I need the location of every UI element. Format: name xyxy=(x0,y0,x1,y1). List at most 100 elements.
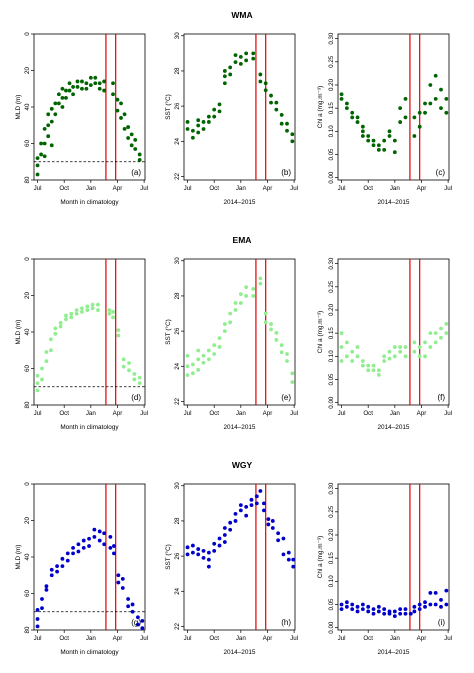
data-point xyxy=(412,340,417,345)
y-tick-label: 0.00 xyxy=(328,171,335,184)
data-point xyxy=(444,602,449,607)
x-tick-label: Jul xyxy=(338,185,346,192)
data-point xyxy=(244,51,249,56)
data-point xyxy=(251,56,256,61)
data-point xyxy=(439,597,443,602)
y-tick-label: 80 xyxy=(24,626,31,633)
data-point xyxy=(40,366,44,371)
data-point xyxy=(355,609,360,614)
data-point xyxy=(222,322,227,326)
y-tick-label: 40 xyxy=(24,553,31,560)
data-point xyxy=(206,564,211,569)
data-point xyxy=(190,362,195,367)
panel-d: Jul Oct Jan Apr Jul 0 20 40 60 80 MLD (m) Month in … xyxy=(15,257,148,431)
data-point xyxy=(137,152,142,157)
data-point xyxy=(350,607,355,612)
data-point xyxy=(392,345,397,349)
data-point xyxy=(53,331,58,336)
data-point xyxy=(111,81,115,86)
data-point xyxy=(355,120,360,124)
data-point xyxy=(360,607,365,612)
data-point xyxy=(49,567,54,572)
data-point xyxy=(249,503,254,508)
data-point xyxy=(42,126,47,131)
y-tick-label: 26 xyxy=(174,102,181,109)
plot-frame xyxy=(33,33,146,181)
x-tick-label: Oct xyxy=(209,185,219,192)
x-tick-label: Jul xyxy=(140,185,148,192)
y-tick-label: 0.10 xyxy=(328,125,335,138)
y-tick-label: 60 xyxy=(24,140,31,147)
data-point xyxy=(398,120,403,124)
y-tick-label: 20 xyxy=(24,67,31,74)
y-axis-label: MLD (m) xyxy=(15,545,22,570)
y-tick-label: 20 xyxy=(24,517,31,524)
data-point xyxy=(263,320,268,325)
data-point xyxy=(344,354,349,359)
data-point xyxy=(360,359,365,363)
y-tick-label: 0.00 xyxy=(328,621,335,634)
data-point xyxy=(344,600,349,605)
data-point xyxy=(35,172,40,177)
data-point xyxy=(238,62,243,66)
data-point xyxy=(228,527,233,532)
data-point xyxy=(196,118,201,123)
data-point xyxy=(382,607,387,612)
data-point xyxy=(270,519,275,523)
data-point xyxy=(417,124,422,129)
data-point xyxy=(35,156,40,161)
y-tick-label: 80 xyxy=(24,401,31,408)
data-point xyxy=(196,357,201,362)
data-point xyxy=(428,331,433,336)
y-tick-label: 80 xyxy=(24,176,31,183)
data-point xyxy=(111,315,115,320)
data-point xyxy=(350,602,355,607)
data-point xyxy=(233,308,238,312)
data-point xyxy=(65,551,70,556)
data-point xyxy=(286,557,291,562)
data-point xyxy=(75,85,80,89)
data-point xyxy=(40,377,44,382)
data-point xyxy=(392,614,397,618)
data-point xyxy=(269,327,273,332)
data-point xyxy=(233,60,238,65)
data-point xyxy=(444,321,449,326)
y-tick-label: 60 xyxy=(24,590,31,597)
data-point xyxy=(350,359,355,363)
x-tick-label: Apr xyxy=(113,410,123,417)
data-point xyxy=(371,611,376,616)
data-point xyxy=(206,550,211,555)
data-point xyxy=(212,114,217,119)
y-tick-label: 28 xyxy=(174,67,181,74)
data-point xyxy=(428,83,433,87)
data-point xyxy=(433,591,438,595)
data-point xyxy=(40,606,44,610)
data-point xyxy=(444,588,449,593)
data-point xyxy=(290,132,295,137)
data-point xyxy=(130,602,135,607)
data-point xyxy=(274,107,279,112)
data-point xyxy=(238,54,243,59)
x-tick-label: Jul xyxy=(290,635,298,642)
data-point xyxy=(433,602,438,607)
data-point xyxy=(417,602,422,607)
data-point xyxy=(201,360,206,365)
data-point xyxy=(69,315,74,320)
data-point xyxy=(339,96,344,101)
x-tick-label: Jan xyxy=(390,185,401,192)
data-point xyxy=(350,349,355,354)
data-point xyxy=(69,311,74,316)
data-point xyxy=(244,285,249,290)
data-point xyxy=(58,320,63,325)
data-point xyxy=(228,520,233,525)
data-point xyxy=(222,540,227,544)
data-point xyxy=(44,587,49,592)
data-point xyxy=(249,497,254,502)
data-point xyxy=(417,345,422,349)
panel-g: Jul Oct Jan Apr Jul 0 20 40 60 80 MLD (m) Month in … xyxy=(15,482,148,656)
data-point xyxy=(403,115,408,120)
data-point xyxy=(97,81,102,86)
data-point xyxy=(97,529,102,534)
plot-frame xyxy=(183,258,296,406)
row-title-wma: WMA xyxy=(231,10,252,20)
